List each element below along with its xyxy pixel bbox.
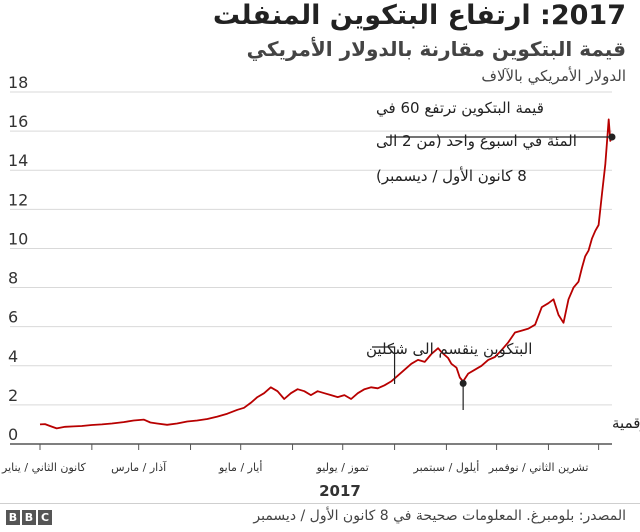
price-line-series [39,118,613,430]
x-tick-label: تموز / يوليو [316,461,369,474]
y-tick-label: 8 [8,269,18,288]
y-tick-label: 14 [8,151,28,170]
y-tick-label: 18 [8,73,28,92]
x-tick-label: تشرين الثاني / نوفمبر [488,461,589,474]
price-line-0 [39,118,613,430]
y-tick-label: 4 [8,347,18,366]
annotation-text: البتكوين ينقسم الى شكلين [366,340,532,358]
y-tick-label: 16 [8,112,28,131]
chart-subtitle: قيمة البتكوين مقارنة بالدولار الأمريكي [246,37,626,61]
bbc-logo: B B C [6,510,52,525]
y-tick-label: 10 [8,229,28,248]
bitcoin-price-chart: 0 2 4 6 8 10 12 14 16 18 كانون الثاني / يناير آذار… [1,73,640,500]
annotation-marker [459,379,467,387]
y-tick-label: 0 [8,425,18,444]
annotations: قيمة البتكوين ترتفع 60 في المئة في اسبوع … [366,99,640,432]
y-tick-label: 6 [8,308,18,327]
annotation-text: قيمة البتكوين ترتفع 60 في [376,99,544,118]
y-tick-label: 2 [8,386,18,405]
source-note: المصدر: بلومبرغ. المعلومات صحيحة في 8 كا… [253,508,626,524]
logo-letter: B [22,510,36,525]
annotation-leader [372,346,396,384]
chart-title: 2017: ارتفاع البتكوين المنفلت [212,0,626,31]
annotation-text: المئة في اسبوع واحد (من 2 الى [376,132,577,151]
y-tick-label: 12 [8,190,28,209]
x-tick-label: أيار / مايو [218,460,262,474]
footer-divider [0,503,640,504]
x-axis-label: 2017 [319,482,361,500]
x-tick-label: آذار / مارس [111,460,167,474]
logo-letter: C [38,510,52,525]
logo-letter: B [6,510,20,525]
annotation-text: الصين تقرر محاربة العملات الرقمية [612,414,640,432]
y-axis-ticks: 0 2 4 6 8 10 12 14 16 18 [8,73,28,444]
annotation-marker [608,133,616,141]
x-axis-ticks: كانون الثاني / يناير آذار / مارس أيار / ما… [1,444,600,474]
x-tick-label: كانون الثاني / يناير [1,461,87,474]
x-tick-label: أيلول / سبتمبر [413,460,480,474]
annotation-text: 8 كانون الأول / ديسمبر) [376,166,527,185]
grid-lines [10,91,612,445]
unit-label: الدولار الأمريكي بالآلاف [481,67,626,85]
